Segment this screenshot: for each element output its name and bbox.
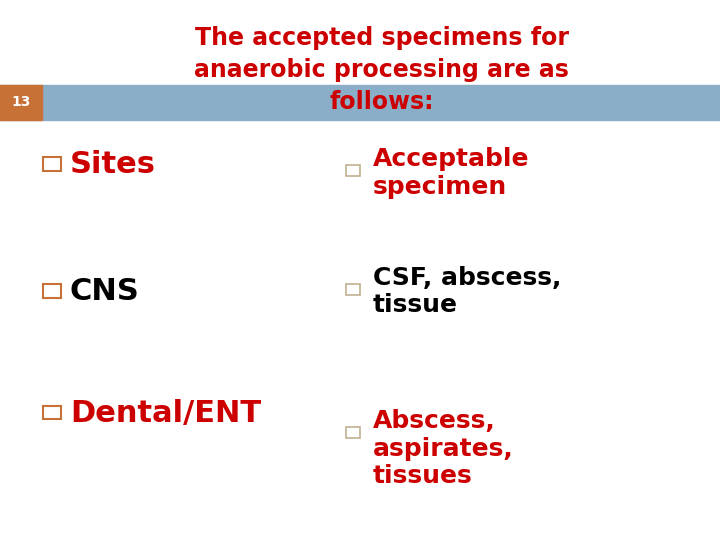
Text: CNS: CNS xyxy=(70,277,140,306)
Text: 13: 13 xyxy=(12,96,30,109)
Text: Acceptable
specimen: Acceptable specimen xyxy=(373,147,529,199)
Bar xyxy=(43,406,61,419)
Bar xyxy=(0,85,42,120)
Bar xyxy=(346,427,360,438)
Text: Abscess,
aspirates,
tissues: Abscess, aspirates, tissues xyxy=(373,381,513,488)
Text: CSF, abscess,
tissue: CSF, abscess, tissue xyxy=(373,266,562,318)
Text: The accepted specimens for: The accepted specimens for xyxy=(194,26,569,50)
Bar xyxy=(0,85,720,120)
Text: anaerobic processing are as: anaerobic processing are as xyxy=(194,58,569,82)
Bar xyxy=(346,284,360,295)
Bar xyxy=(43,157,61,171)
Text: Dental/ENT: Dental/ENT xyxy=(70,399,261,428)
Bar xyxy=(346,165,360,176)
Bar xyxy=(43,284,61,298)
Text: Sites: Sites xyxy=(70,150,156,179)
Text: follows:: follows: xyxy=(329,90,434,114)
